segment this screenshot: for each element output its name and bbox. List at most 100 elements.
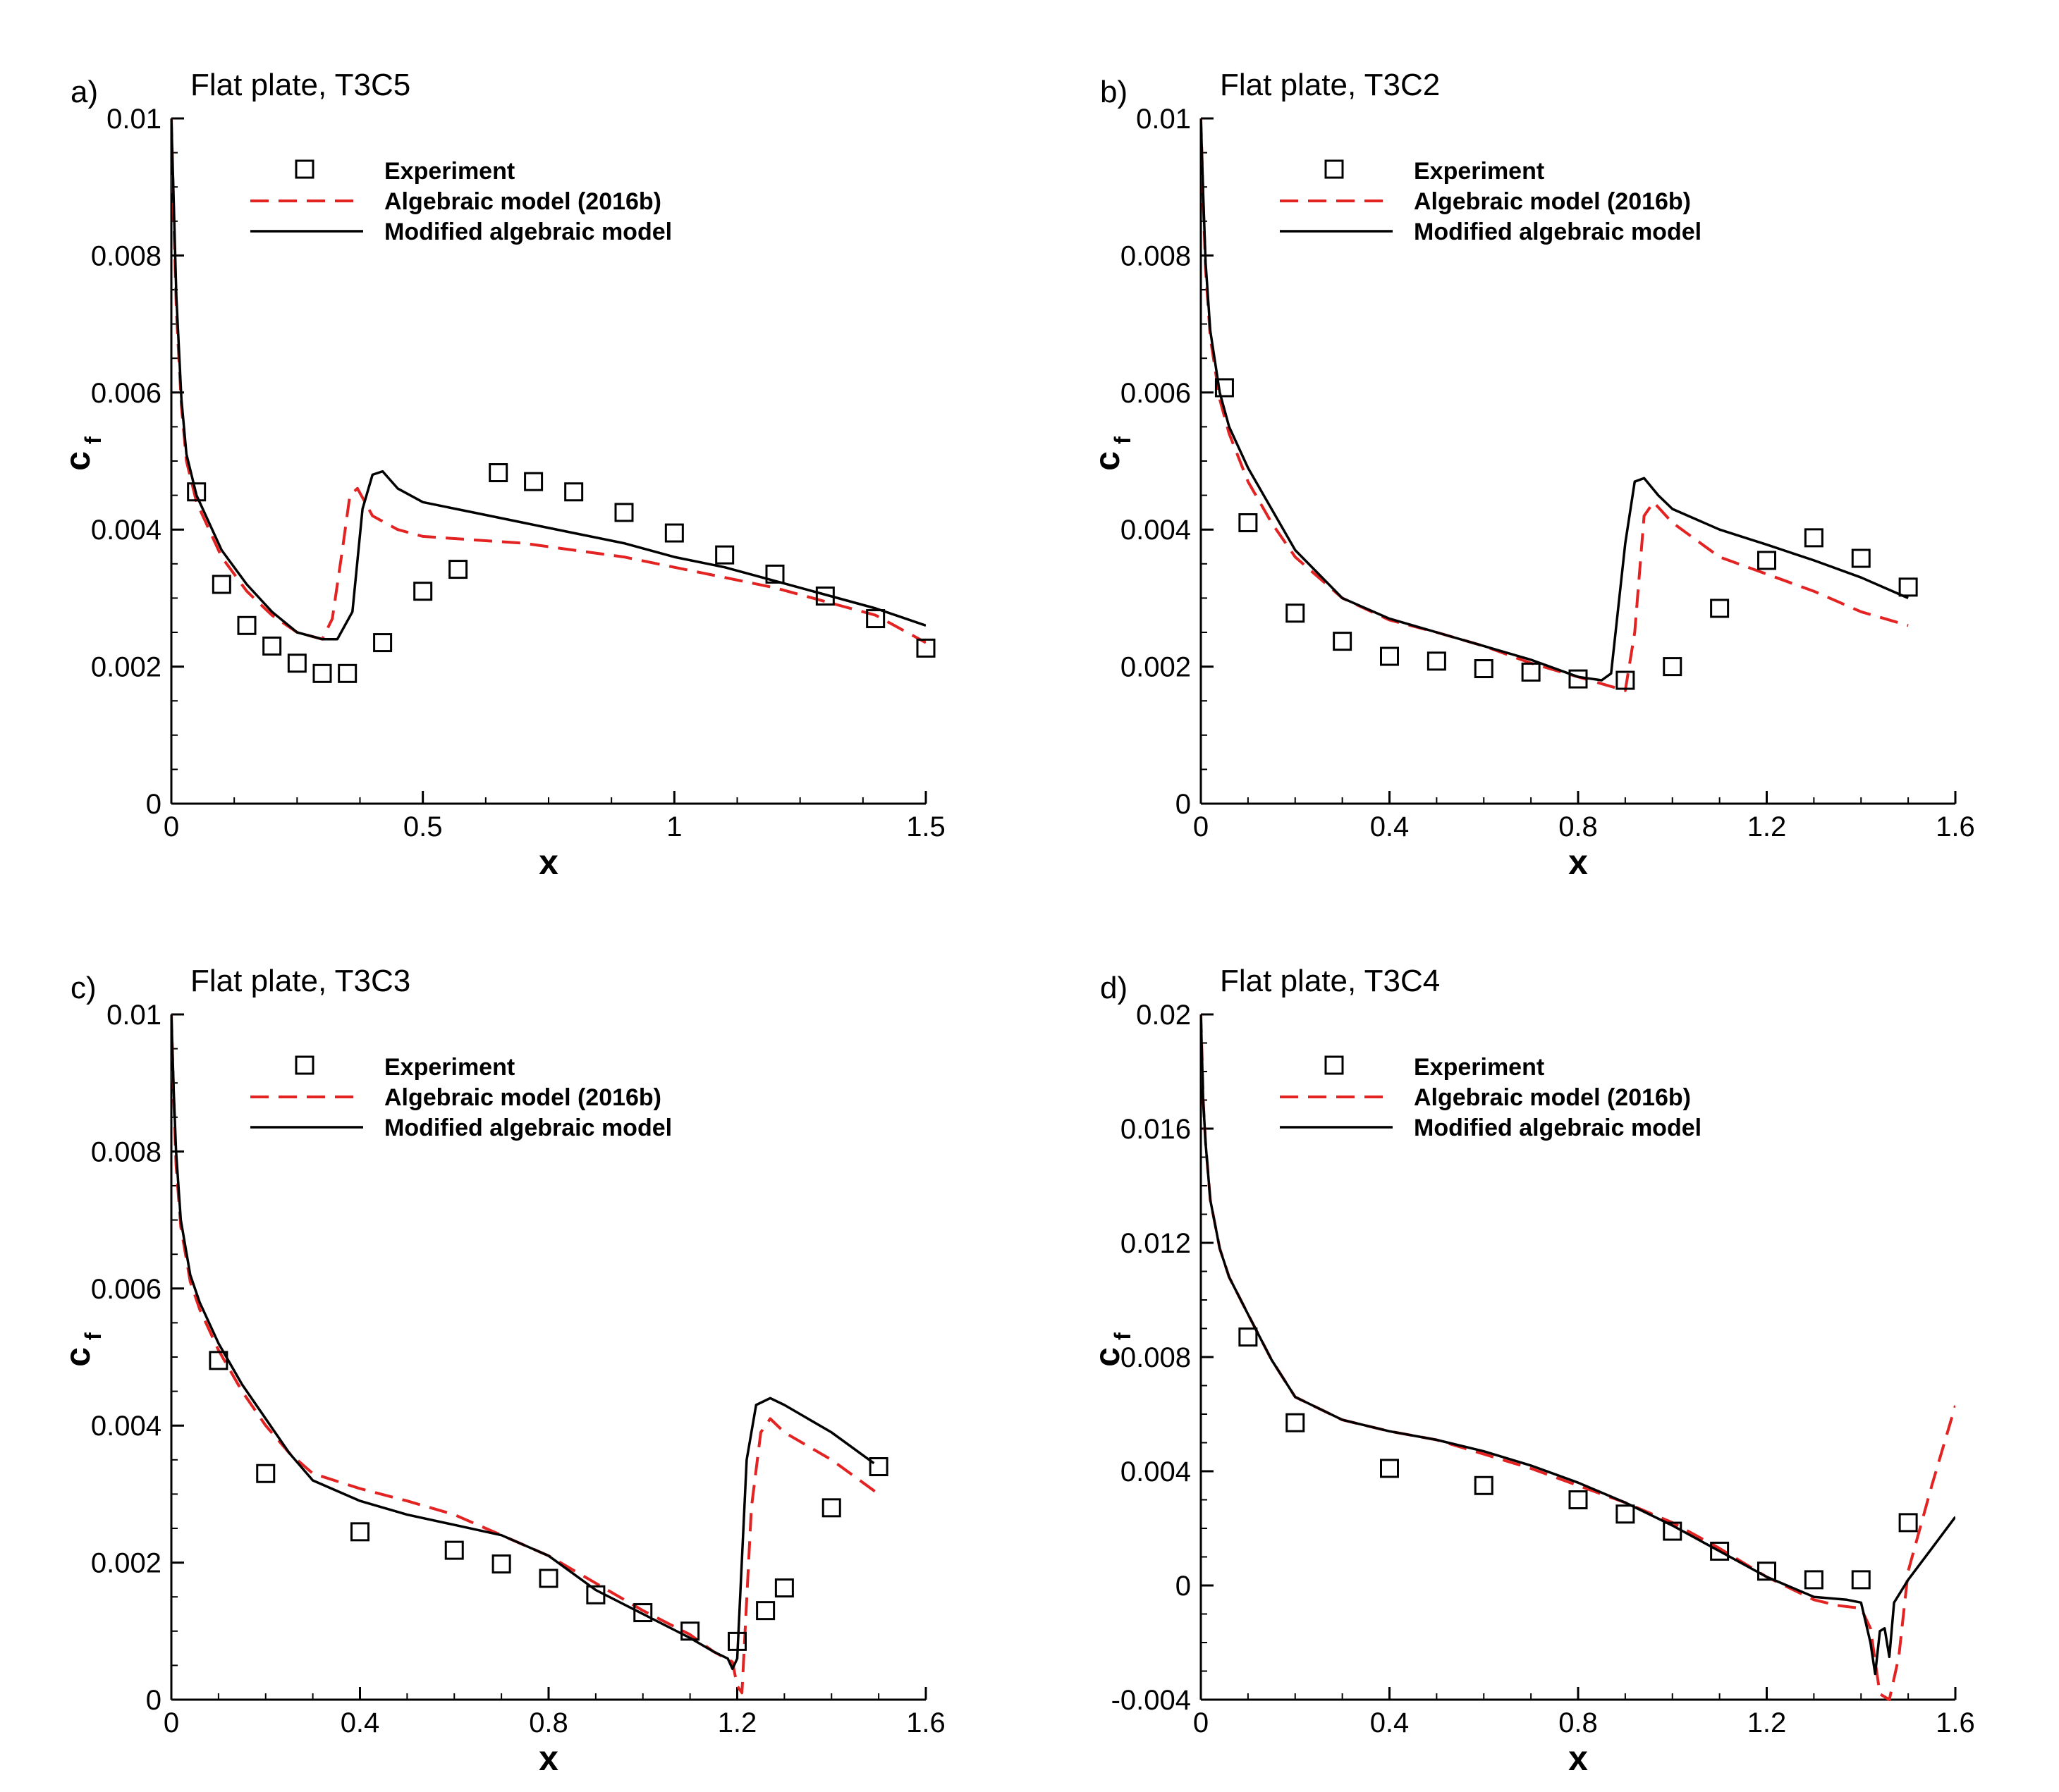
chart-a: 0 0.5 1 1.5 0 0.002 0.004 0.006 0.008 0.01 x cf a) Fl… [58, 68, 946, 882]
experiment-point [539, 1569, 558, 1588]
plot-area [171, 1014, 880, 1695]
experiment-point [715, 545, 735, 565]
y-tick-label: 0.002 [1120, 652, 1191, 683]
experiment-point [237, 615, 257, 635]
y-axis-label: cf [1087, 436, 1135, 471]
y-axis-label: cf [1087, 1332, 1135, 1367]
chart-c: 0 0.4 0.8 1.2 1.6 0 0.002 0.004 0.006 0.008 0.01 x c… [58, 964, 946, 1778]
y-axis-label-subscript: f [1110, 1332, 1135, 1340]
legend-label-algebraic: Algebraic model (2016b) [384, 1084, 661, 1111]
x-tick-label: 1.2 [1747, 1707, 1787, 1738]
experiment-point [680, 1621, 700, 1641]
x-tick-label: 0 [1193, 811, 1209, 842]
y-tick-label: 0.008 [91, 240, 161, 271]
legend-label-algebraic: Algebraic model (2016b) [1414, 1084, 1691, 1111]
x-tick-label: 0 [164, 1707, 179, 1738]
legend-item-experiment: Experiment [1324, 158, 1544, 185]
panel-c: 0 0.4 0.8 1.2 1.6 0 0.002 0.004 0.006 0.008 0.01 x c… [0, 896, 1030, 1792]
legend-square-marker [1324, 1055, 1344, 1075]
experiment-point [614, 503, 634, 522]
chart-d: 0 0.4 0.8 1.2 1.6-0.00400.0040.0080.0120.016… [1087, 964, 1975, 1778]
y-tick-label: 0 [146, 1685, 161, 1716]
experiment-point [1426, 651, 1446, 671]
series-line-algebraic [171, 1014, 880, 1695]
experiment-point [1521, 662, 1541, 682]
series-line-modified [1201, 1014, 1955, 1676]
experiment-point [1898, 1513, 1918, 1533]
experiment-point [633, 1603, 653, 1623]
experiment-point [1757, 551, 1776, 570]
experiment-point [489, 463, 508, 483]
series-line-algebraic [1201, 118, 1909, 692]
panel-a: 0 0.5 1 1.5 0 0.002 0.004 0.006 0.008 0.01 x c f a) Fl… [0, 0, 1030, 896]
y-tick-label: 0 [1175, 789, 1191, 820]
x-tick-label: 1 [666, 811, 682, 842]
experiment-point [1333, 632, 1352, 651]
experiment-point [524, 472, 544, 491]
y-tick-label: 0.01 [106, 104, 161, 135]
x-tick-label: 1.2 [1747, 811, 1787, 842]
x-tick-label: 1.6 [1936, 811, 1975, 842]
legend-item-algebraic: Algebraic model (2016b) [250, 188, 661, 215]
legend-label-algebraic: Algebraic model (2016b) [1414, 188, 1691, 215]
legend-label-modified: Modified algebraic model [1414, 1115, 1701, 1141]
legend-item-modified: Modified algebraic model [1280, 219, 1701, 245]
legend-item-algebraic: Algebraic model (2016b) [250, 1084, 661, 1111]
x-tick-label: 0.4 [1370, 811, 1410, 842]
experiment-point [1615, 1504, 1635, 1524]
panel-b: 0 0.4 0.8 1.2 1.6 0 0.002 0.004 0.006 0.008 0.01 x c… [1030, 0, 2059, 896]
y-tick-label: 0.004 [91, 515, 161, 546]
legend-item-modified: Modified algebraic model [1280, 1115, 1701, 1141]
experiment-point [1804, 528, 1823, 548]
x-tick-label: 0.8 [529, 1707, 568, 1738]
legend-item-experiment: Experiment [295, 1054, 515, 1081]
experiment-point [1898, 577, 1918, 597]
panel-letter: a) [71, 75, 98, 109]
y-axis-label: cf [58, 1332, 106, 1367]
experiment-point [209, 1351, 228, 1370]
y-tick-label: 0.006 [91, 1274, 161, 1305]
y-tick-label: 0.006 [91, 378, 161, 409]
experiment-point [821, 1498, 841, 1518]
experiment-point [444, 1540, 464, 1560]
experiment-point [1474, 659, 1493, 679]
legend-item-modified: Modified algebraic model [250, 219, 672, 245]
experiment-point [1285, 1413, 1305, 1432]
panel-title: Flat plate, T3C4 [1220, 964, 1440, 998]
y-tick-label: 0.01 [106, 1000, 161, 1031]
legend-label-experiment: Experiment [384, 1054, 515, 1081]
legend-label-experiment: Experiment [1414, 158, 1544, 185]
y-tick-label: 0.006 [1120, 378, 1191, 409]
experiment-point [564, 482, 584, 502]
x-axis-label: x [539, 1738, 558, 1778]
experiment-point [774, 1578, 794, 1598]
experiment-point [413, 582, 433, 601]
experiment-point [1474, 1475, 1493, 1495]
legend-item-modified: Modified algebraic model [250, 1115, 672, 1141]
y-tick-label: 0.004 [91, 1411, 161, 1442]
experiment-point [1568, 1490, 1588, 1509]
experiment-point [448, 560, 468, 579]
experiment-point [1238, 513, 1258, 532]
y-tick-label: 0.004 [1120, 1456, 1191, 1487]
y-axis-label: cf [58, 436, 106, 471]
experiment-point [256, 1463, 276, 1483]
legend-label-algebraic: Algebraic model (2016b) [384, 188, 661, 215]
x-tick-label: 1.6 [906, 1707, 946, 1738]
panel-title: Flat plate, T3C2 [1220, 68, 1440, 102]
experiment-point [1710, 1541, 1730, 1561]
x-axis-label: x [1568, 842, 1588, 882]
y-tick-label: 0.012 [1120, 1228, 1191, 1259]
experiment-point [1804, 1570, 1823, 1590]
experiment-point [1380, 646, 1399, 666]
experiment-point [866, 609, 886, 629]
experiment-point [1851, 548, 1871, 568]
experiment-point [756, 1601, 776, 1621]
x-tick-label: 1.2 [718, 1707, 757, 1738]
series-line-modified [1201, 118, 1909, 682]
experiment-point [869, 1457, 888, 1477]
y-tick-label: -0.004 [1111, 1685, 1191, 1716]
x-tick-label: 0.8 [1558, 1707, 1598, 1738]
experiment-point [1757, 1561, 1776, 1581]
x-tick-label: 0.5 [403, 811, 443, 842]
